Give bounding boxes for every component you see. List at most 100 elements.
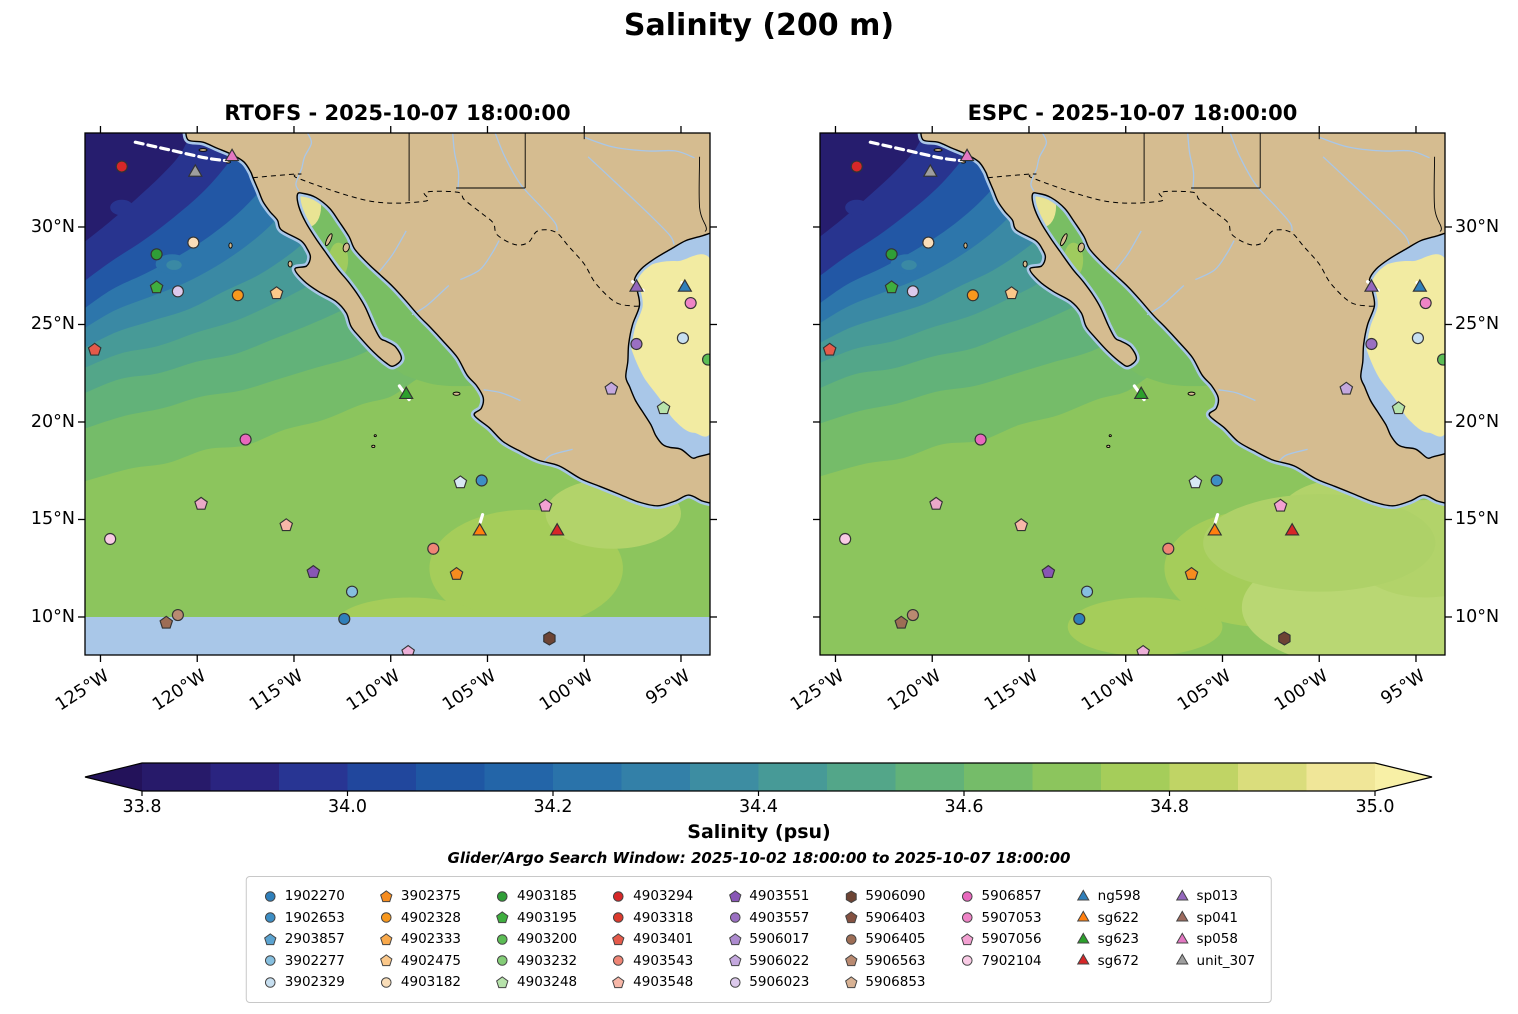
colorbar-segment (142, 763, 211, 791)
legend-entry-5906022: 5906022 (727, 951, 809, 972)
platform-marker-5906022 (604, 381, 619, 395)
coastline (185, 133, 710, 507)
platform-marker-sp013 (628, 278, 644, 292)
legend-entry-4903557: 4903557 (727, 908, 809, 929)
legend-marker-circle-icon (497, 955, 508, 967)
legend-entry-4903543: 4903543 (611, 951, 693, 972)
colorbar-segment (964, 763, 1033, 791)
platform-marker-5906403 (159, 615, 174, 629)
legend-marker-triangle-icon (1175, 953, 1189, 965)
river (1146, 285, 1185, 316)
platform-marker-5907053 (1419, 296, 1432, 310)
river (1113, 230, 1142, 273)
platform-marker-5906403 (894, 615, 909, 629)
legend-marker-hexagon-icon (845, 890, 857, 903)
colorbar (84, 762, 1433, 796)
legend-marker-pentagon-icon (728, 954, 741, 967)
legend-marker-circle-icon (613, 912, 624, 924)
legend-marker-circle-icon (729, 976, 741, 988)
lon-tick-label: 105°W (439, 666, 501, 716)
platform-marker-unit_307 (922, 163, 938, 177)
legend-entry-label: 1902270 (284, 888, 345, 905)
platform-marker-4903195 (884, 280, 899, 294)
platform-marker-2903857 (453, 475, 468, 489)
legend-marker-circle-icon (264, 976, 276, 988)
lon-tick-label: 115°W (246, 666, 307, 716)
legend-marker-triangle-icon (1175, 932, 1189, 944)
lon-tick-label: 120°W (884, 666, 946, 716)
legend-marker-pentagon-icon (960, 933, 974, 945)
legend-marker-circle-icon (264, 912, 276, 924)
platform-marker-4902475 (1004, 286, 1019, 300)
colorbar-segment (690, 763, 759, 791)
platform-marker-sg622 (472, 522, 488, 536)
legend-entry-label: ng598 (1097, 888, 1141, 905)
legend-entry-label: 7902104 (981, 952, 1042, 969)
platform-marker-5906023 (171, 285, 184, 298)
legend-entry-label: 1902653 (284, 909, 345, 926)
legend-marker-triangle-icon (1076, 910, 1090, 922)
legend-entry-label: 4903543 (633, 952, 694, 969)
colorbar-tick-label: 34.4 (739, 797, 778, 817)
colorbar-segment (279, 763, 348, 791)
search-window-note: Glider/Argo Search Window: 2025-10-02 18… (447, 849, 1071, 867)
legend-marker-circle-icon (381, 976, 392, 988)
lat-tick-label: 25°N (1455, 314, 1500, 335)
platform-marker-4903200 (701, 353, 710, 366)
platform-marker-3902277 (1080, 585, 1094, 598)
platform-marker-4902328 (231, 289, 244, 302)
river (1195, 240, 1235, 281)
platform-marker-4903551 (306, 564, 321, 578)
gulf-of-california (1033, 193, 1213, 387)
lat-tick-label: 20°N (30, 411, 75, 432)
panel-frame (819, 132, 1446, 656)
legend-marker-triangle-icon (1076, 889, 1090, 901)
platform-marker-1902270 (1073, 612, 1086, 626)
colorbar-tick-label: 34.8 (1150, 797, 1189, 817)
legend-entry-2903857: 2903857 (263, 929, 345, 950)
legend-entry-4903182: 4903182 (379, 972, 461, 993)
legend-entry-4903318: 4903318 (611, 908, 693, 929)
colorbar-segment (484, 763, 554, 791)
platform-marker-sp058 (224, 148, 240, 162)
panel-title-rtofs: RTOFS - 2025-10-07 18:00:00 (224, 101, 571, 125)
legend-entry-label: 5907053 (981, 909, 1042, 926)
lat-tick-label: 10°N (1455, 606, 1500, 627)
legend-entry-label: 5906857 (981, 888, 1042, 905)
colorbar-segment (895, 763, 965, 791)
state-border (1433, 156, 1442, 232)
platform-marker-5907053 (684, 296, 697, 310)
platform-marker-5906017 (401, 644, 416, 655)
legend-marker-pentagon-icon (380, 954, 393, 967)
legend-entry-4903548: 4903548 (611, 972, 693, 993)
river (1229, 133, 1293, 232)
legend-column: 3902375 4902328 4902333 4902475 4903182 (379, 886, 461, 993)
platform-marker-4903543 (1162, 542, 1175, 555)
platform-marker-5906853 (194, 496, 208, 510)
legend-marker-pentagon-icon (728, 933, 741, 945)
platform-marker-4903195 (149, 280, 164, 294)
legend-entry-sg623: sg623 (1076, 929, 1141, 950)
legend-entry-label: 4903185 (517, 888, 578, 905)
river (460, 240, 500, 281)
river (587, 156, 675, 245)
legend-entry-label: 4903318 (633, 909, 694, 926)
platform-marker-4903248 (656, 401, 671, 415)
legend-entry-label: 4902475 (400, 952, 462, 969)
river (452, 133, 460, 190)
legend-entry-4903294: 4903294 (611, 886, 693, 907)
legend-marker-pentagon-icon (380, 933, 393, 945)
river (1187, 133, 1195, 190)
legend-entry-4902333: 4902333 (379, 929, 461, 950)
legend-marker-pentagon-icon (612, 933, 625, 945)
colorbar-segment (347, 763, 417, 791)
legend-entry-label: sp058 (1196, 931, 1238, 948)
colorbar-over-arrow (1375, 763, 1432, 791)
legend-entry-label: 4903557 (749, 909, 810, 926)
platform-marker-5906090 (1278, 631, 1291, 646)
colorbar-label: Salinity (psu) (687, 821, 831, 843)
legend-entry-label: sp041 (1196, 909, 1238, 926)
river (543, 448, 573, 463)
legend-entry-4903185: 4903185 (495, 886, 577, 907)
